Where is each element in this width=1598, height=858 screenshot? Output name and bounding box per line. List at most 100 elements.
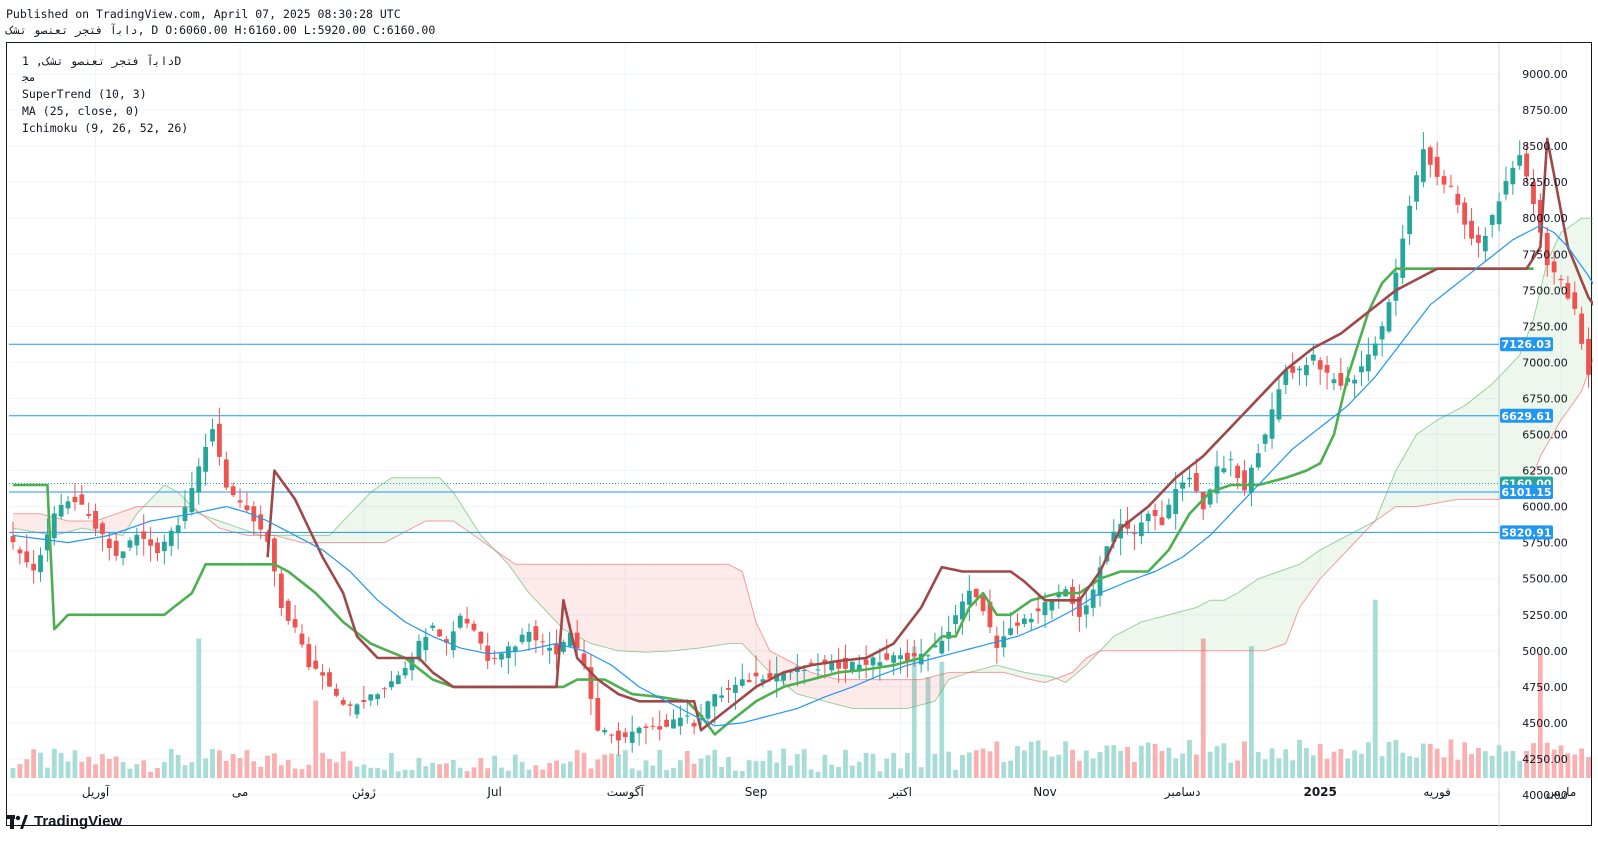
candle-body <box>966 590 972 605</box>
ichimoku-cloud-segment <box>577 564 585 640</box>
ichimoku-cloud-segment <box>1588 218 1593 373</box>
ichimoku-cloud-segment <box>81 521 89 530</box>
ichimoku-cloud-segment <box>1196 603 1204 651</box>
legend-ichimoku[interactable]: Ichimoku (9, 26, 52, 26) <box>22 121 189 135</box>
candle-body <box>86 514 92 516</box>
candle-body <box>265 532 270 542</box>
y-tick-label: 5250.00 <box>1522 609 1568 622</box>
ichimoku-cloud-segment <box>645 564 653 653</box>
candle-body <box>1214 466 1220 494</box>
volume-bar <box>1503 751 1509 778</box>
candle-body <box>657 726 663 730</box>
ichimoku-cloud-segment <box>1189 607 1197 651</box>
volume-bar <box>1365 742 1371 778</box>
ichimoku-cloud-segment <box>171 488 179 507</box>
ichimoku-cloud-segment <box>866 679 873 709</box>
ichimoku-cloud-segment <box>1512 355 1520 496</box>
ichimoku-cloud-segment <box>873 679 880 709</box>
volume-bar <box>464 771 470 778</box>
candle-body <box>1145 513 1151 522</box>
candle-body <box>602 730 608 733</box>
volume-bar <box>1125 746 1130 778</box>
candle-body <box>1531 181 1536 204</box>
ichimoku-cloud-segment <box>363 492 371 543</box>
ichimoku-cloud-segment <box>1127 625 1135 651</box>
ichimoku-cloud-segment <box>1492 376 1500 500</box>
volume-bar <box>120 762 126 778</box>
ichimoku-cloud-segment <box>1423 424 1431 506</box>
candle-body <box>1510 167 1516 185</box>
volume-bar <box>100 754 105 778</box>
price-label-text: 5820.91 <box>1501 526 1551 539</box>
volume-bar <box>1427 743 1433 778</box>
volume-bar <box>416 757 422 778</box>
candle-body <box>1138 522 1144 537</box>
candle-body <box>733 684 738 693</box>
candle-body <box>526 631 532 642</box>
volume-bar <box>217 750 222 778</box>
ichimoku-cloud-segment <box>625 564 633 652</box>
ichimoku-cloud-segment <box>769 650 777 678</box>
volume-bar <box>161 762 167 778</box>
candle-body <box>1586 338 1591 375</box>
volume-bar <box>1310 755 1316 778</box>
volume-bar <box>292 768 298 778</box>
price-label-box <box>1500 525 1553 540</box>
volume-bar <box>1517 760 1523 778</box>
candle-body <box>471 623 477 631</box>
candle-body <box>1166 504 1172 519</box>
candle-body <box>1077 596 1082 617</box>
ichimoku-cloud-segment <box>570 564 578 637</box>
ichimoku-cloud-segment <box>377 482 385 543</box>
y-tick-label: 7250.00 <box>1522 320 1568 333</box>
ichimoku-cloud-segment <box>1210 600 1217 651</box>
volume-bar <box>72 750 78 778</box>
volume-bar <box>368 767 374 778</box>
candle-body <box>1496 201 1502 225</box>
ichimoku-cloud-segment <box>1038 674 1045 683</box>
candle-body <box>416 640 422 660</box>
ichimoku-cloud-segment <box>116 511 124 536</box>
candle-body <box>1482 235 1488 252</box>
legend-ma[interactable]: MA (25, close, 0) <box>22 104 140 118</box>
volume-bar <box>808 769 814 778</box>
ichimoku-cloud-segment <box>288 535 296 541</box>
volume-bar <box>499 767 504 778</box>
candle-body <box>1434 156 1440 177</box>
candle-body <box>1001 636 1007 648</box>
ichimoku-cloud-segment <box>446 484 454 522</box>
chart-frame[interactable]: 9000.00 8750.00 8500.00 8250.00 8000.00 7750.… <box>6 42 1593 827</box>
volume-bar <box>1255 751 1261 778</box>
ichimoku-cloud-segment <box>1554 232 1561 433</box>
price-chart[interactable]: 9000.00 8750.00 8500.00 8250.00 8000.00 7750.… <box>7 43 1593 827</box>
candle-body <box>168 530 174 546</box>
volume-bar <box>1434 748 1440 778</box>
ichimoku-cloud-segment <box>74 521 82 531</box>
ichimoku-cloud-segment <box>1045 675 1052 683</box>
candle-body <box>65 501 71 509</box>
ichimoku-cloud-segment <box>129 506 137 525</box>
tradingview-logo[interactable]: TradingView <box>6 813 122 830</box>
y-tick-label: 4500.00 <box>1522 717 1568 730</box>
volume-bar <box>375 767 381 778</box>
candle-body <box>196 466 202 493</box>
volume-bar <box>285 759 291 778</box>
volume-bar <box>1028 741 1034 778</box>
y-tick-label: 8750.00 <box>1522 104 1568 117</box>
candle-body <box>1304 365 1309 376</box>
ichimoku-cloud-segment <box>1237 588 1245 651</box>
ichimoku-cloud-segment <box>391 477 399 540</box>
volume-bar <box>595 759 601 778</box>
volume-bar <box>870 753 876 778</box>
volume-bar <box>1558 745 1564 778</box>
legend-supertrend[interactable]: SuperTrend (10, 3) <box>22 87 147 101</box>
ichimoku-cloud-segment <box>123 509 130 536</box>
published-text: Published on TradingView.com, April 07, … <box>6 7 401 21</box>
ichimoku-cloud-segment <box>370 487 378 543</box>
candle-body <box>1544 232 1550 266</box>
volume-bar <box>1021 750 1027 778</box>
ichimoku-cloud-segment <box>831 677 839 705</box>
volume-bar <box>45 767 50 778</box>
volume-bar <box>1166 747 1172 778</box>
ichimoku-cloud-segment <box>652 564 660 652</box>
